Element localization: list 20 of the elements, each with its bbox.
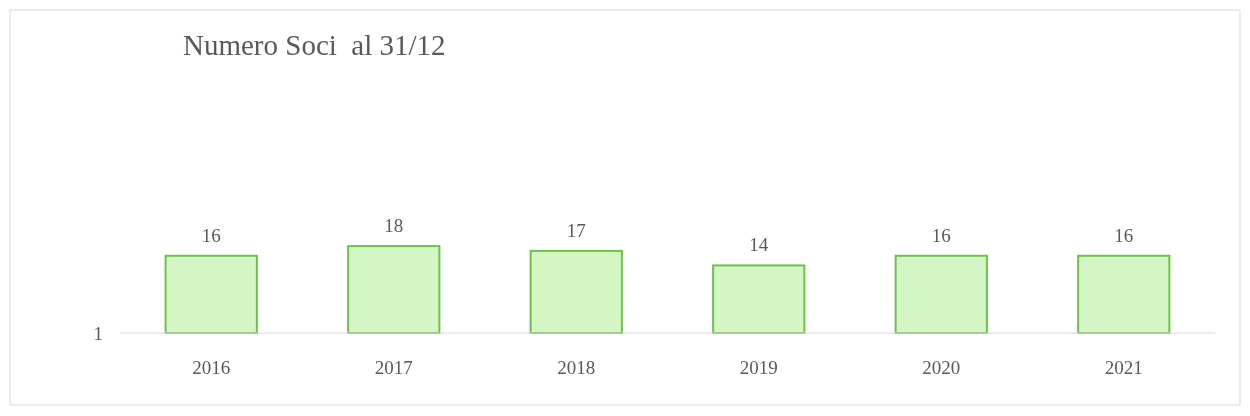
x-tick-label: 2019: [739, 357, 778, 378]
data-label: 17: [566, 219, 586, 241]
bar: [347, 245, 441, 334]
data-label: 18: [384, 215, 404, 237]
bar: [712, 264, 806, 334]
x-tick-label: 2017: [374, 357, 413, 378]
bar: [164, 254, 258, 334]
x-tick-label: 2020: [922, 357, 961, 378]
data-label: 16: [1114, 224, 1134, 246]
data-label: 16: [201, 224, 221, 246]
x-tick-label: 2018: [557, 357, 596, 378]
chart-title: Numero Soci al 31/12: [183, 29, 446, 61]
bar: [1077, 254, 1171, 334]
x-tick-label: 2016: [192, 357, 231, 378]
text: 1: [93, 322, 103, 344]
bar: [529, 249, 623, 334]
x-tick-label: 2021: [1104, 357, 1143, 378]
data-label: 14: [749, 234, 769, 256]
bar: [894, 254, 988, 334]
data-label: 16: [931, 224, 951, 246]
